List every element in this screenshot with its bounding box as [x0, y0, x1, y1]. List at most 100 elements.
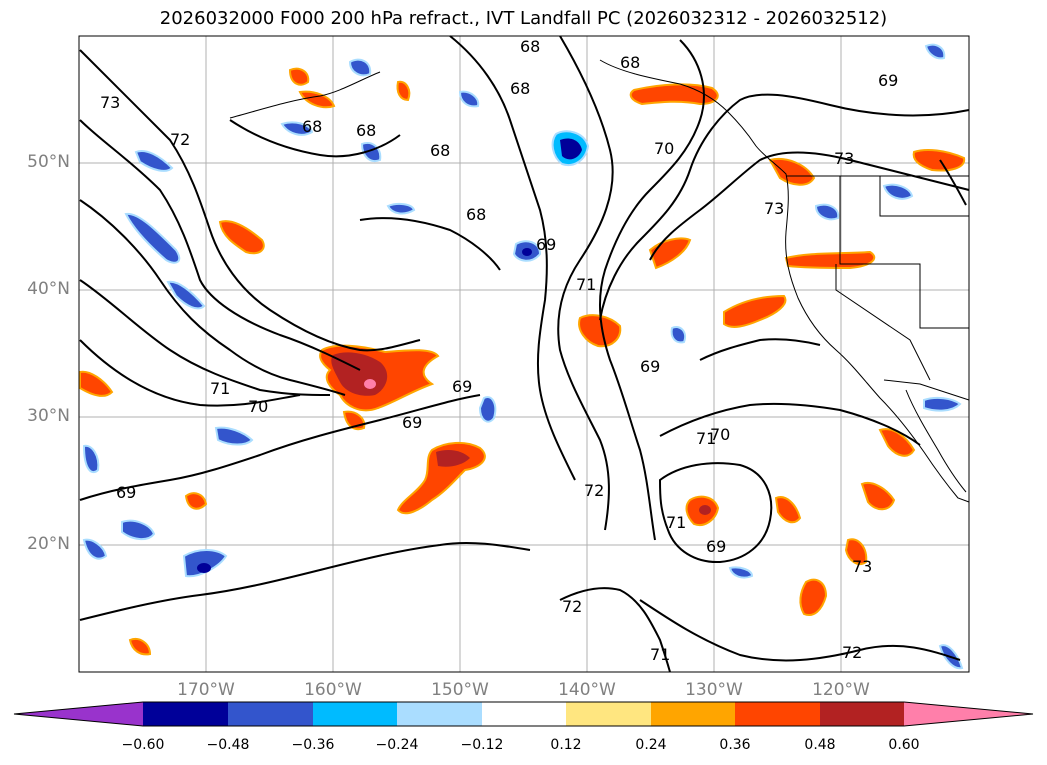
positive-anomaly-patch	[629, 83, 719, 106]
contour-line	[79, 339, 301, 407]
contour-line	[79, 199, 346, 396]
positive-anomaly-patch	[79, 370, 114, 397]
negative-anomaly-patch	[82, 444, 100, 474]
contour-label: 70	[654, 139, 674, 158]
contour-label: 72	[842, 643, 862, 662]
positive-anomaly-patch	[912, 149, 966, 172]
coastline-path	[599, 59, 970, 503]
contour-line	[649, 151, 970, 261]
contour-label: 70	[710, 425, 730, 444]
contour-line	[659, 402, 921, 446]
contour-line	[79, 541, 531, 621]
colorbar-tick-label: 0.24	[635, 737, 667, 753]
colorbar-tick-label: −0.36	[291, 737, 335, 753]
colorbar-bin	[482, 702, 566, 726]
negative-anomaly-patch	[121, 519, 156, 540]
contour-label: 72	[584, 481, 604, 500]
lon-label: 120°W	[812, 680, 870, 700]
positive-anomaly-core	[436, 450, 470, 467]
positive-anomaly-patch	[288, 67, 310, 86]
colorbar-bin	[228, 702, 313, 726]
lat-label: 40°N	[27, 279, 70, 299]
positive-anomaly-peak	[364, 379, 376, 389]
colorbar-bin	[735, 702, 820, 726]
contour-label: 73	[834, 149, 854, 168]
contour-line	[359, 217, 501, 271]
negative-anomaly-patch	[924, 43, 946, 60]
colorbar-extend-low	[14, 702, 143, 726]
contour-line	[599, 93, 970, 321]
contour-label: 71	[650, 645, 670, 664]
negative-anomaly-patch	[134, 150, 174, 172]
contour-label: 72	[562, 597, 582, 616]
negative-anomaly-patch	[728, 566, 754, 579]
positive-anomaly-patch	[844, 538, 868, 566]
contour-label: 70	[248, 397, 268, 416]
contour-label: 69	[878, 71, 898, 90]
positive-anomaly-core	[699, 505, 711, 515]
contour-label: 69	[640, 357, 660, 376]
plot-area	[79, 36, 969, 672]
positive-anomaly-patch	[774, 496, 802, 524]
colorbar-bin	[820, 702, 904, 726]
contour-label: 69	[452, 377, 472, 396]
positive-anomaly-patch	[860, 482, 896, 511]
negative-anomaly-patch	[923, 396, 962, 412]
positive-anomaly-patch	[218, 220, 265, 255]
negative-anomaly-patch	[280, 121, 314, 136]
negative-anomaly-patch	[166, 280, 206, 310]
lat-label: 50°N	[27, 152, 70, 172]
contour-label: 69	[402, 413, 422, 432]
negative-anomaly-patch	[386, 202, 416, 215]
contour-line	[79, 394, 481, 501]
colorbar-bin	[651, 702, 735, 726]
negative-anomaly-patch	[348, 58, 372, 77]
positive-anomaly-patch	[723, 294, 787, 328]
contour-line	[79, 279, 331, 396]
lon-label: 170°W	[177, 680, 235, 700]
colorbar-bin	[143, 702, 228, 726]
positive-anomaly-patch	[878, 428, 916, 457]
lon-label: 130°W	[685, 680, 743, 700]
negative-anomaly-patch	[670, 326, 686, 344]
contour-line	[229, 119, 401, 158]
contour-label: 73	[764, 199, 784, 218]
contour-label: 69	[706, 537, 726, 556]
negative-anomaly-patch	[82, 538, 108, 560]
positive-anomaly-patch	[298, 90, 336, 109]
contour-label: 69	[536, 235, 556, 254]
contour-line	[699, 338, 821, 361]
colorbar-extend-high	[904, 702, 1033, 726]
contour-line	[658, 462, 773, 564]
contour-line	[557, 35, 614, 531]
contour-label: 71	[666, 513, 686, 532]
colorbar-tick-label: −0.24	[375, 737, 419, 753]
positive-anomaly-patch	[799, 578, 828, 616]
contour-line	[79, 49, 421, 352]
contour-line	[449, 35, 576, 481]
contour-line	[559, 587, 671, 673]
positive-anomaly-patch	[396, 80, 411, 102]
lat-label: 20°N	[27, 534, 70, 554]
colorbar-tick-label: −0.12	[460, 737, 504, 753]
contour-label: 68	[466, 205, 486, 224]
chart-title: 2026032000 F000 200 hPa refract., IVT La…	[159, 8, 888, 29]
lon-label: 160°W	[304, 680, 362, 700]
contour-label: 71	[576, 275, 596, 294]
colorbar-outline	[13, 701, 1034, 727]
plot-frame	[78, 35, 970, 673]
contour-label: 71	[210, 379, 230, 398]
state-border	[879, 176, 969, 217]
negative-anomaly-core	[522, 248, 532, 256]
contour-label: 72	[170, 130, 190, 149]
positive-anomaly-patch	[184, 492, 208, 510]
contour-label: 68	[510, 79, 530, 98]
map-figure: 68 68 68 68 68 68 68 69 69 69 69 69 69 6…	[78, 35, 970, 673]
colorbar-tick-label: −0.60	[121, 737, 165, 753]
lon-label: 150°W	[431, 680, 489, 700]
lat-label: 30°N	[27, 406, 70, 426]
state-border	[835, 264, 931, 381]
contour-label: 68	[430, 141, 450, 160]
colorbar-bin	[566, 702, 651, 726]
contour-line	[79, 119, 361, 371]
